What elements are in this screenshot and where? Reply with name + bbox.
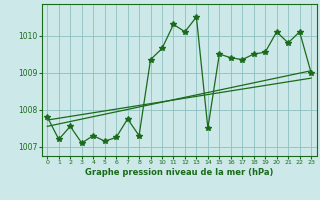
X-axis label: Graphe pression niveau de la mer (hPa): Graphe pression niveau de la mer (hPa) [85,168,273,177]
